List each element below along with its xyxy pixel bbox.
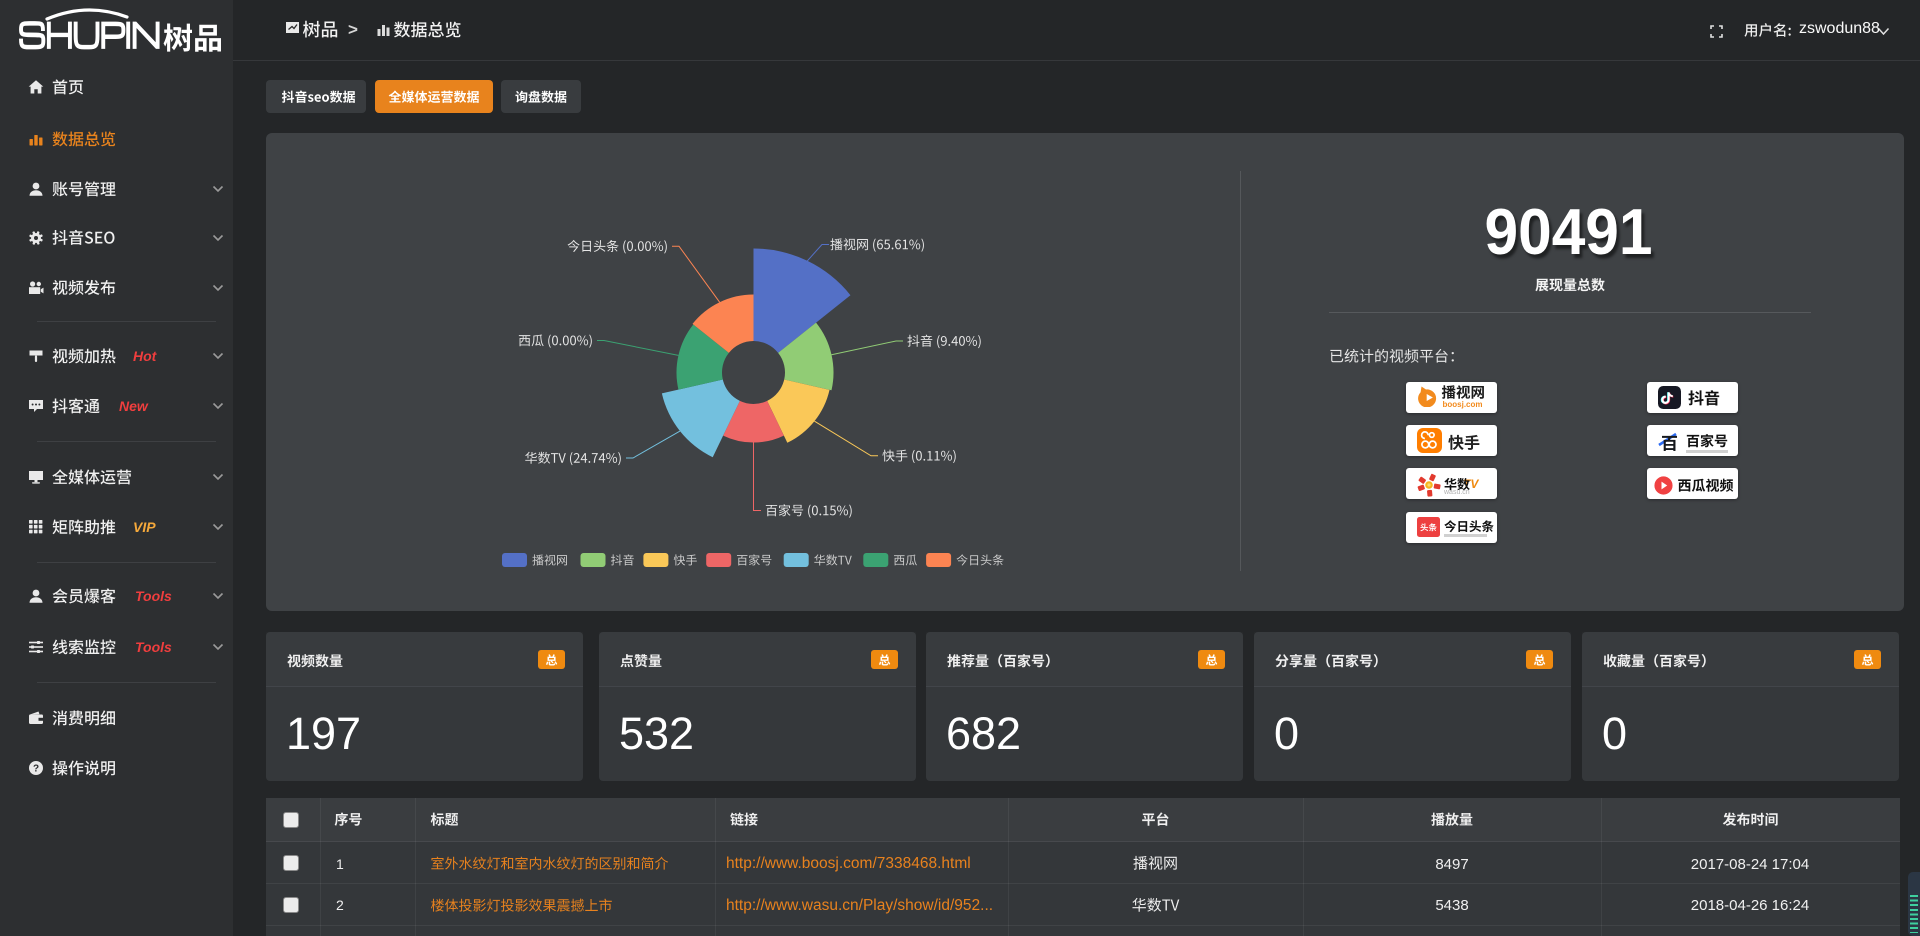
svg-text:?: ?	[33, 763, 39, 774]
